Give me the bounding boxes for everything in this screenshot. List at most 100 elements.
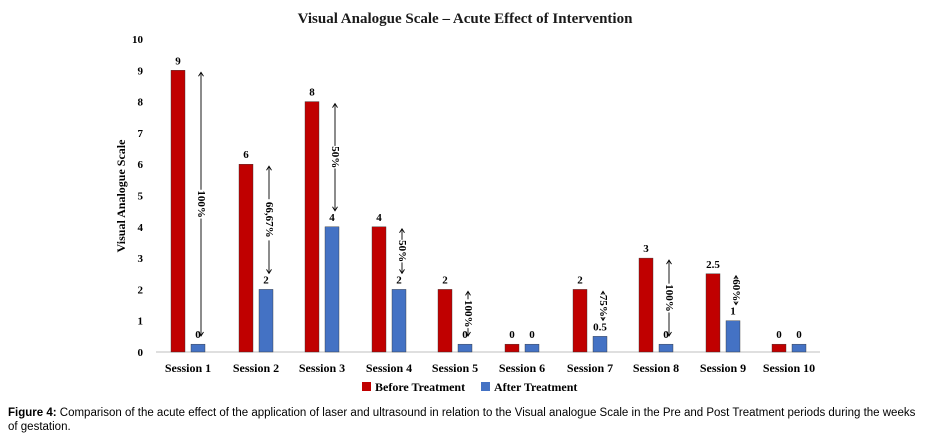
value-label-before-1: 9	[175, 55, 181, 67]
reduction-arrowhead-bottom-1	[198, 331, 204, 337]
value-label-after-3: 4	[329, 212, 335, 224]
reduction-label-4: 50%	[396, 240, 408, 262]
value-label-before-9: 2.5	[706, 259, 720, 271]
x-tick-label: Session 10	[763, 361, 815, 375]
value-label-after-1: 0	[195, 329, 201, 341]
chart: Visual Analogue Scale – Acute Effect of …	[114, 11, 820, 394]
reduction-arrowhead-top-7	[600, 290, 606, 296]
bar-before-1	[170, 70, 186, 353]
value-label-after-10: 0	[796, 329, 802, 341]
value-label-after-2: 2	[263, 274, 269, 286]
reduction-arrowhead-top-4	[399, 227, 405, 234]
x-ticks: Session 1 Session 2 Session 3 Session 4 Sess…	[165, 361, 815, 375]
bar-after-9	[725, 320, 741, 353]
bar-before-9	[705, 273, 721, 353]
y-tick-label: 1	[138, 316, 144, 328]
x-tick-label: Session 3	[299, 361, 345, 375]
reduction-label-8: 100%	[663, 284, 675, 312]
x-tick-label: Session 5	[432, 361, 478, 375]
value-labels: 9 0 6 2 8 4 4 2 2 0 0 0 2 0.5 3 0 2.5 1 0 0	[175, 55, 802, 341]
legend-swatch-after	[481, 382, 490, 391]
bar-before-3	[304, 101, 320, 353]
y-axis-label: Visual Analogue Scale	[114, 139, 128, 253]
y-tick-label: 0	[138, 347, 144, 359]
x-tick-label: Session 9	[700, 361, 746, 375]
reduction-label-bg-1	[195, 189, 207, 219]
x-tick-label: Session 4	[366, 361, 412, 375]
legend: Before Treatment After Treatment	[362, 380, 577, 394]
y-ticks: 0 1 2 3 4 5 6 7 8 9 10	[132, 34, 144, 359]
reduction-arrows: 100% 66,67% 50% 50% 100% 75% 100% 60%	[195, 71, 742, 337]
value-label-before-2: 6	[243, 149, 249, 161]
bars	[170, 70, 807, 353]
bar-after-10	[791, 343, 807, 353]
value-label-before-8: 3	[643, 243, 649, 255]
legend-swatch-before	[362, 382, 371, 391]
value-label-after-8: 0	[663, 329, 669, 341]
bar-after-7	[592, 336, 608, 353]
reduction-label-bg-4	[396, 239, 408, 263]
y-tick-label: 10	[132, 34, 144, 46]
reduction-arrowhead-bottom-9	[733, 300, 739, 306]
reduction-arrowhead-top-3	[332, 102, 338, 108]
legend-label-after: After Treatment	[494, 380, 577, 394]
figure-caption: Figure 4: Comparison of the acute effect…	[8, 406, 918, 434]
reduction-arrowhead-bottom-7	[600, 316, 606, 322]
y-tick-label: 4	[138, 222, 144, 234]
legend-label-before: Before Treatment	[375, 380, 465, 394]
reduction-label-3: 50%	[329, 146, 341, 168]
bar-before-6	[504, 343, 520, 353]
bar-after-6	[524, 343, 540, 353]
reduction-arrowhead-top-8	[666, 259, 672, 265]
value-label-after-4: 2	[396, 274, 402, 286]
bar-after-1	[190, 343, 206, 353]
bar-before-10	[771, 343, 787, 353]
y-tick-label: 6	[138, 159, 144, 171]
reduction-label-1: 100%	[195, 190, 207, 218]
value-label-before-5: 2	[442, 274, 448, 286]
y-tick-label: 7	[138, 128, 144, 140]
reduction-label-9: 60%	[730, 279, 742, 301]
x-tick-label: Session 8	[633, 361, 679, 375]
bar-before-4	[371, 226, 387, 353]
value-label-after-6: 0	[529, 329, 535, 341]
x-tick-label: Session 7	[567, 361, 613, 375]
value-label-after-5: 0	[462, 329, 468, 341]
bar-after-4	[391, 289, 407, 353]
bar-before-5	[437, 289, 453, 353]
reduction-label-bg-7	[597, 294, 609, 318]
reduction-arrowhead-top-1	[198, 71, 204, 77]
reduction-arrowhead-bottom-5	[465, 331, 471, 337]
reduction-arrowhead-bottom-8	[666, 331, 672, 337]
caption-label: Figure 4:	[8, 407, 57, 419]
y-tick-label: 5	[138, 191, 144, 203]
value-label-before-6: 0	[509, 329, 515, 341]
reduction-label-bg-9	[730, 278, 742, 302]
reduction-label-5: 100%	[462, 300, 474, 328]
x-tick-label: Session 6	[499, 361, 545, 375]
value-label-before-7: 2	[577, 274, 583, 286]
reduction-label-bg-5	[462, 299, 474, 329]
y-tick-label: 2	[138, 284, 144, 296]
y-tick-label: 9	[138, 65, 144, 77]
reduction-arrowhead-top-5	[465, 290, 471, 296]
bar-after-3	[324, 226, 340, 353]
reduction-arrowhead-top-2	[266, 165, 272, 171]
value-label-after-7: 0.5	[593, 321, 607, 333]
reduction-arrowhead-bottom-2	[266, 269, 272, 275]
reduction-label-bg-8	[663, 283, 675, 313]
bar-after-8	[658, 343, 674, 353]
reduction-arrowhead-bottom-4	[399, 269, 405, 275]
y-tick-label: 3	[138, 253, 144, 265]
bar-before-7	[572, 289, 588, 353]
value-label-after-9: 1	[730, 306, 736, 318]
x-tick-label: Session 1	[165, 361, 211, 375]
value-label-before-10: 0	[776, 329, 782, 341]
reduction-label-bg-2	[263, 199, 275, 241]
bar-after-2	[258, 289, 274, 353]
y-tick-label: 8	[138, 97, 144, 109]
bar-before-8	[638, 257, 654, 353]
reduction-label-2: 66,67%	[263, 202, 275, 238]
caption-text: Comparison of the acute effect of the ap…	[8, 407, 916, 433]
bar-after-5	[457, 343, 473, 353]
